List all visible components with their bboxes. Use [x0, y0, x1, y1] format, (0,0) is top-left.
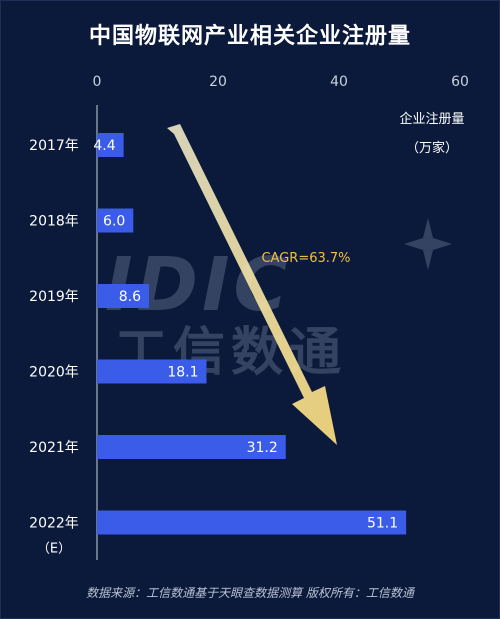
- category-sublabel: （E）: [37, 542, 71, 557]
- bar: [97, 359, 207, 384]
- category-label: 2019年: [29, 289, 79, 305]
- unit-label-line2: （万家）: [406, 140, 458, 156]
- x-tick-label: 60: [451, 74, 469, 90]
- bar-value-label: 4.4: [93, 138, 115, 154]
- category-label: 2021年: [29, 440, 79, 456]
- cagr-annotation: CAGR=63.7%: [261, 251, 350, 266]
- x-tick-label: 40: [330, 74, 348, 90]
- bar-value-label: 8.6: [119, 289, 141, 305]
- bar: [97, 208, 134, 233]
- unit-label-line1: 企业注册量: [399, 111, 464, 127]
- bar-value-label: 31.2: [247, 440, 278, 456]
- bar-value-label: 6.0: [103, 214, 125, 230]
- bar: [97, 435, 286, 459]
- bar: [97, 133, 124, 157]
- source-footer: 数据来源：工信数通基于天眼查数据测算 版权所有：工信数通: [86, 586, 414, 600]
- bar: [97, 284, 150, 308]
- unit-label: 企业注册量 （万家）: [399, 111, 464, 156]
- category-label: 2018年: [29, 214, 79, 230]
- category-label: 2020年: [29, 365, 79, 381]
- category-label: 2022年: [29, 516, 79, 532]
- chart-title: 中国物联网产业相关企业注册量: [88, 24, 411, 49]
- bar: [97, 510, 407, 535]
- x-tick-label: 0: [93, 74, 102, 90]
- trend-arrow: [167, 124, 337, 445]
- bar-value-label: 51.1: [367, 516, 398, 532]
- category-label: 2017年: [29, 138, 79, 154]
- bar-value-label: 18.1: [167, 365, 198, 381]
- x-tick-label: 20: [209, 74, 227, 90]
- watermark-logo: IDIC 工信数通: [105, 218, 452, 383]
